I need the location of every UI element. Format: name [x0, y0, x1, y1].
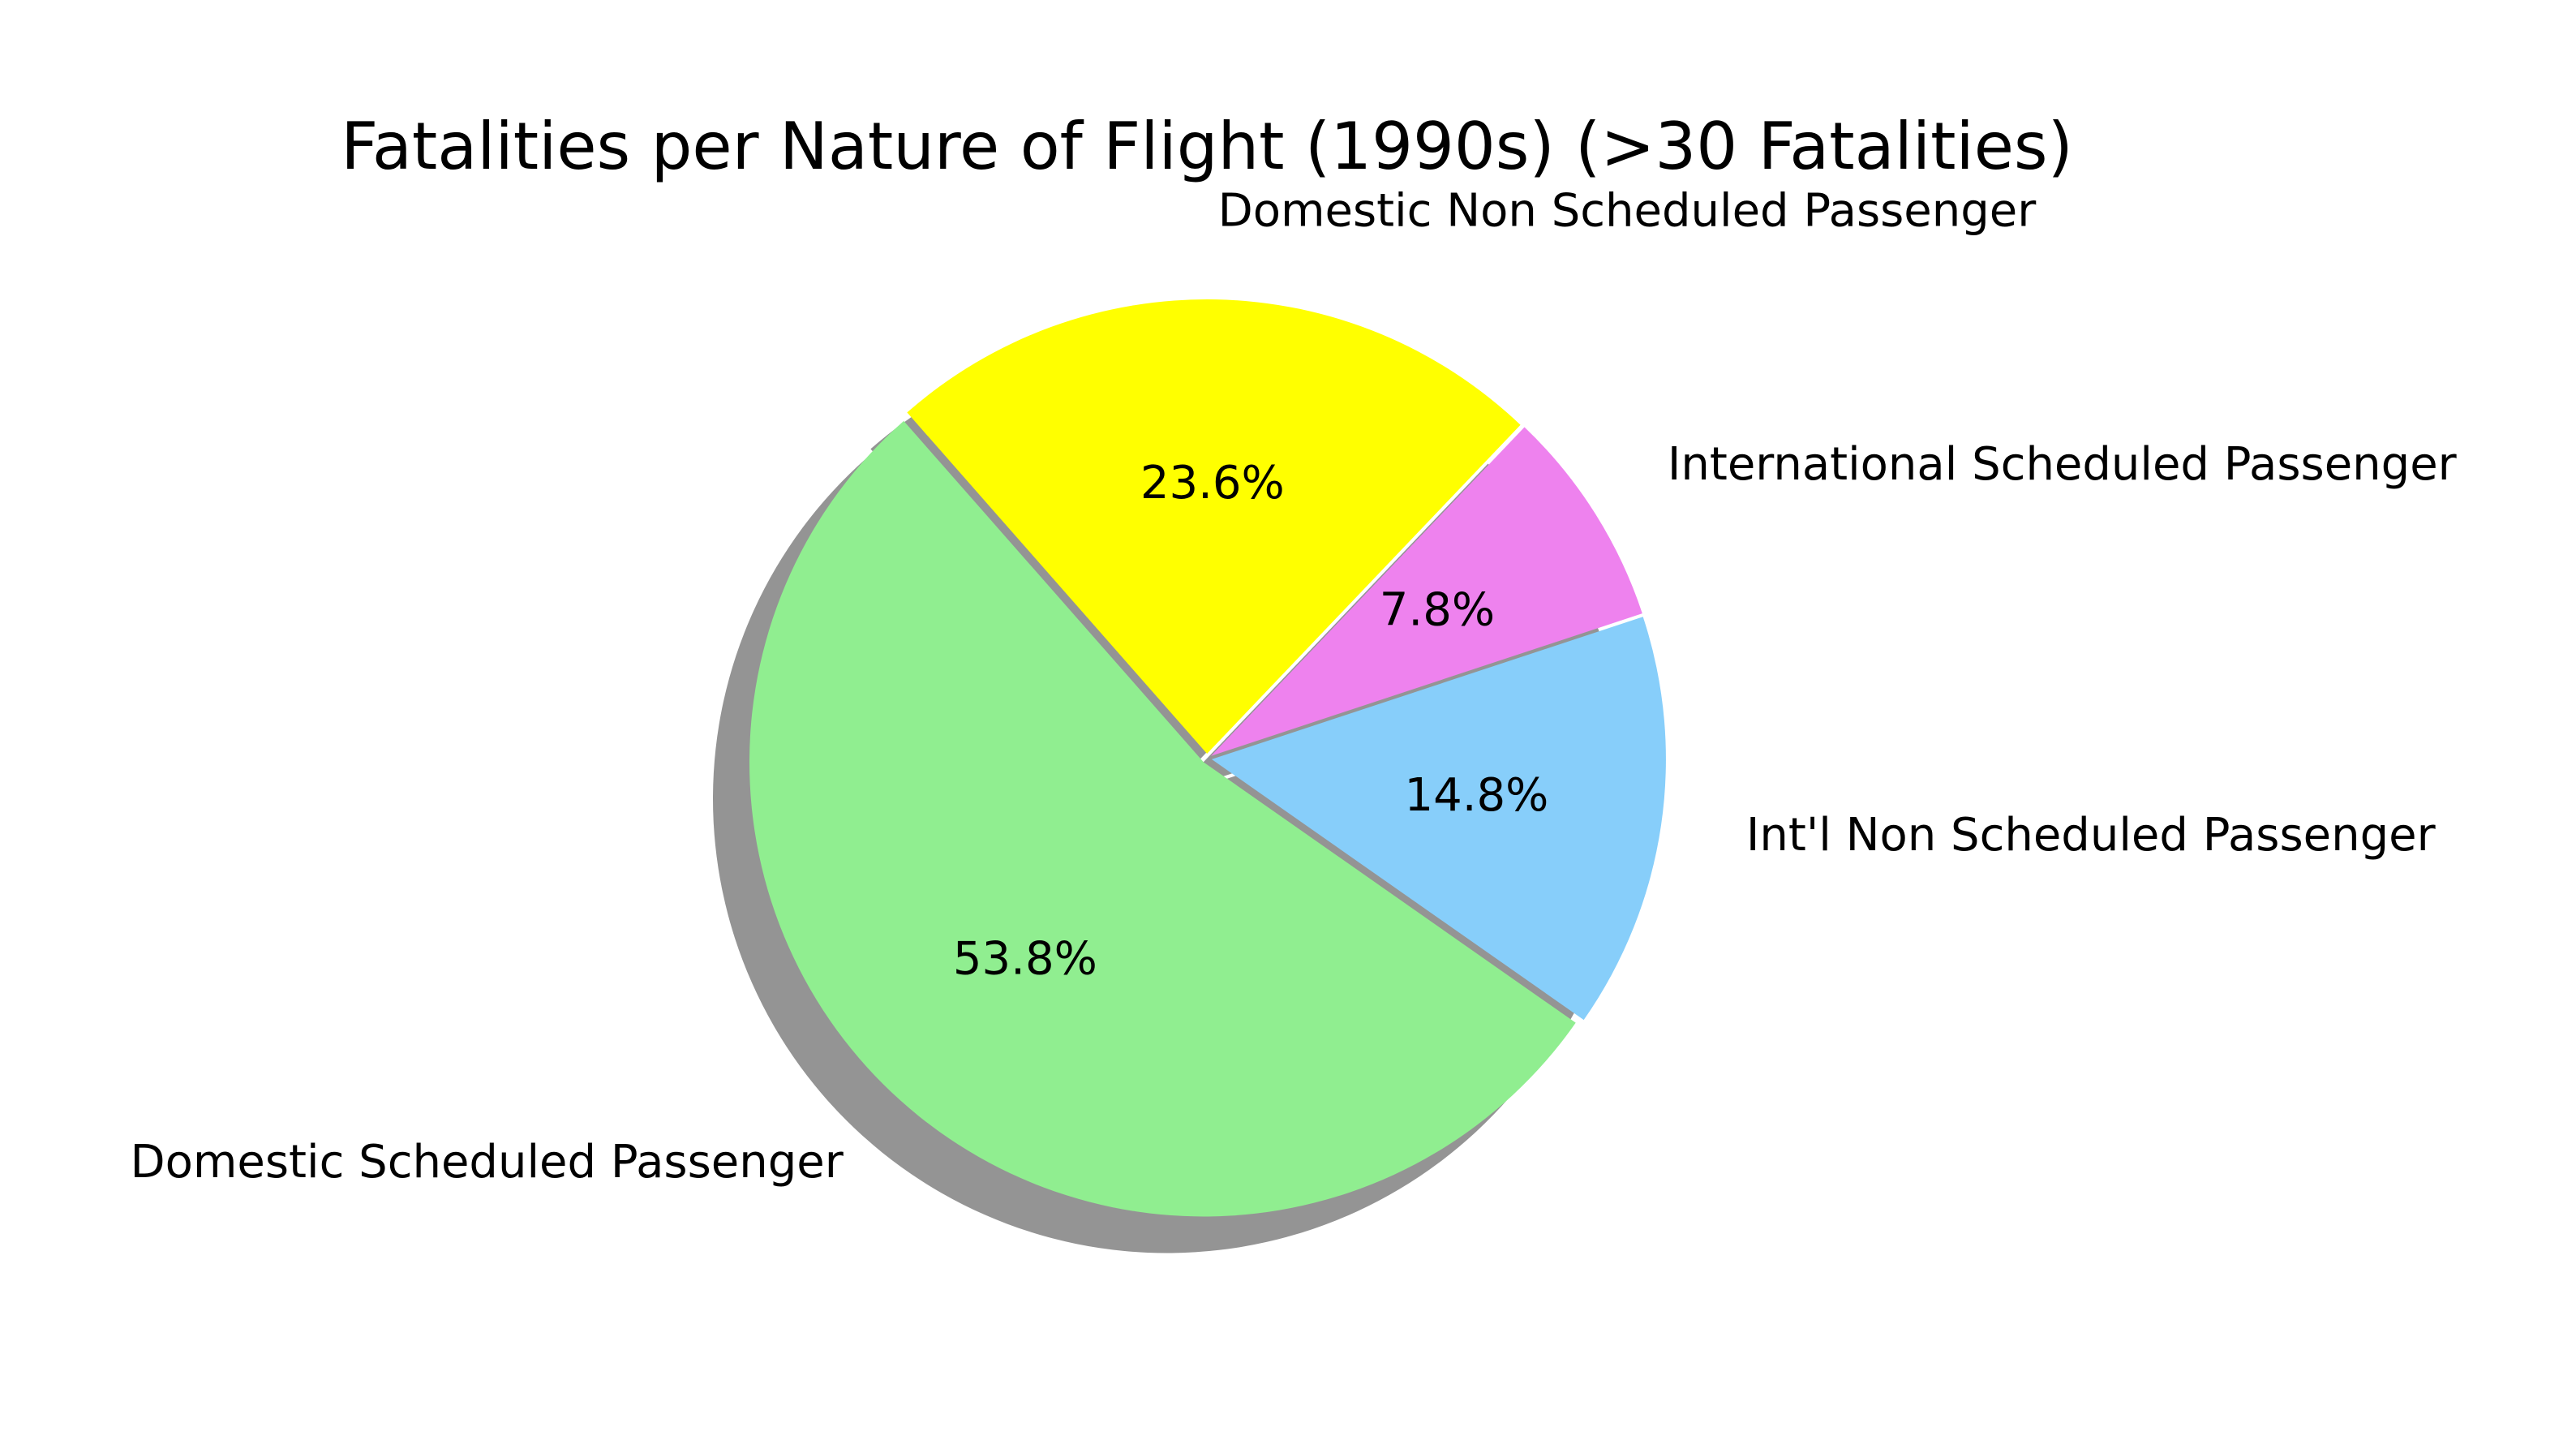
slice-label-domestic-non-scheduled-passenger: Domestic Non Scheduled Passenger: [1218, 184, 2037, 237]
slice-percent-international-scheduled-passenger: 7.8%: [1380, 583, 1495, 636]
slice-label-domestic-scheduled-passenger: Domestic Scheduled Passenger: [130, 1136, 844, 1189]
slice-domestic-non-scheduled-passenger: [907, 299, 1521, 755]
pie-slices: [749, 299, 1666, 1217]
slice-domestic-scheduled-passenger: [749, 420, 1576, 1217]
pie-labels: Int'l Non Scheduled Passenger 14.8% Intern…: [130, 184, 2457, 1189]
slice-percent-domestic-non-scheduled-passenger: 23.6%: [1140, 457, 1285, 509]
slice-label-international-scheduled-passenger: International Scheduled Passenger: [1668, 438, 2458, 491]
chart-title: Fatalities per Nature of Flight (1990s) …: [341, 109, 2073, 184]
slice-percent-int-l-non-scheduled-passenger: 14.8%: [1404, 769, 1548, 822]
slice-international-scheduled-passenger: [1211, 427, 1642, 756]
slice-label-int-l-non-scheduled-passenger: Int'l Non Scheduled Passenger: [1746, 809, 2436, 862]
slice-int-l-non-scheduled-passenger: [1211, 617, 1666, 1021]
slice-percent-domestic-scheduled-passenger: 53.8%: [953, 932, 1097, 985]
